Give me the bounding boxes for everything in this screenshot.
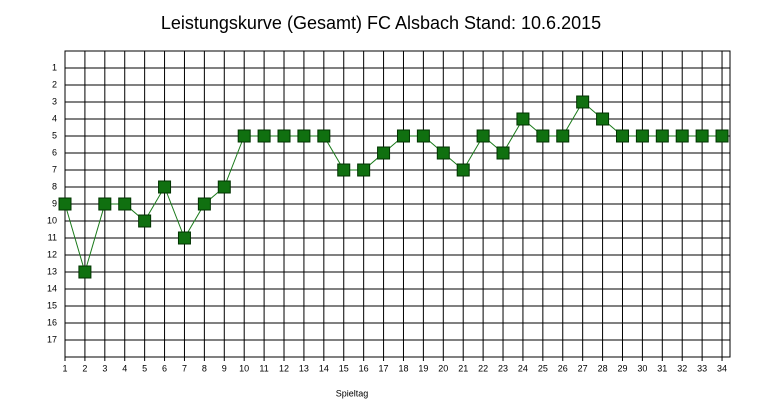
y-tick-label: 15	[47, 300, 57, 310]
x-tick-label: 11	[259, 363, 268, 373]
marker	[317, 129, 331, 143]
y-tick-label: 10	[47, 215, 57, 225]
x-tick-label: 27	[578, 363, 588, 373]
y-tick-label: 17	[47, 334, 57, 344]
marker	[377, 146, 391, 160]
y-tick-label: 4	[52, 113, 57, 123]
marker	[58, 197, 72, 211]
x-tick-label: 3	[102, 363, 107, 373]
x-tick-label: 26	[558, 363, 568, 373]
marker	[715, 129, 729, 143]
x-tick-label: 15	[339, 363, 349, 373]
x-tick-label: 16	[359, 363, 369, 373]
y-tick-label: 16	[47, 317, 57, 327]
y-tick-label: 3	[52, 96, 57, 106]
x-tick-label: 29	[617, 363, 627, 373]
chart-title: Leistungskurve (Gesamt) FC Alsbach Stand…	[161, 13, 601, 33]
x-tick-label: 1	[62, 363, 67, 373]
x-tick-label: 5	[142, 363, 147, 373]
marker	[217, 180, 231, 194]
y-tick-label: 12	[47, 249, 57, 259]
x-tick-label: 31	[657, 363, 667, 373]
x-tick-label: 25	[538, 363, 548, 373]
x-tick-label: 12	[279, 363, 289, 373]
marker	[257, 129, 271, 143]
marker	[396, 129, 410, 143]
marker	[197, 197, 211, 211]
x-tick-label: 32	[677, 363, 687, 373]
y-tick-label: 7	[52, 164, 57, 174]
marker	[695, 129, 709, 143]
x-tick-label: 13	[299, 363, 309, 373]
y-tick-label: 2	[52, 79, 57, 89]
marker	[297, 129, 311, 143]
marker	[576, 95, 590, 109]
marker	[158, 180, 172, 194]
x-axis-label: Spieltag	[336, 388, 369, 398]
x-tick-label: 14	[319, 363, 329, 373]
x-tick-label: 34	[717, 363, 727, 373]
x-tick-label: 4	[122, 363, 127, 373]
marker	[635, 129, 649, 143]
marker	[277, 129, 291, 143]
y-tick-label: 6	[52, 147, 57, 157]
marker	[596, 112, 610, 126]
marker	[138, 214, 152, 228]
marker	[536, 129, 550, 143]
marker	[337, 163, 351, 177]
y-tick-label: 11	[48, 232, 57, 242]
x-tick-label: 18	[398, 363, 408, 373]
marker	[118, 197, 132, 211]
y-tick-label: 14	[47, 283, 57, 293]
data-line	[64, 101, 723, 274]
marker	[177, 231, 191, 245]
y-tick-label: 13	[47, 266, 57, 276]
x-tick-label: 19	[418, 363, 428, 373]
x-tick-label: 7	[182, 363, 187, 373]
x-tick-label: 8	[202, 363, 207, 373]
x-tick-label: 33	[697, 363, 707, 373]
x-tick-label: 10	[239, 363, 249, 373]
marker	[556, 129, 570, 143]
marker	[416, 129, 430, 143]
marker	[615, 129, 629, 143]
x-tick-label: 20	[438, 363, 448, 373]
marker	[237, 129, 251, 143]
x-tick-label: 24	[518, 363, 528, 373]
marker	[98, 197, 112, 211]
y-tick-label: 5	[52, 130, 57, 140]
x-tick-label: 30	[637, 363, 647, 373]
x-tick-label: 9	[222, 363, 227, 373]
y-tick-label: 9	[52, 198, 57, 208]
y-tick-label: 8	[52, 181, 57, 191]
marker	[436, 146, 450, 160]
x-tick-label: 23	[498, 363, 508, 373]
marker	[476, 129, 490, 143]
x-tick-label: 21	[458, 363, 468, 373]
marker	[357, 163, 371, 177]
x-tick-label: 17	[379, 363, 389, 373]
x-tick-label: 28	[598, 363, 608, 373]
x-tick-label: 2	[82, 363, 87, 373]
marker	[496, 146, 510, 160]
x-tick-label: 6	[162, 363, 167, 373]
y-tick-label: 1	[52, 62, 57, 72]
x-tick-label: 22	[478, 363, 488, 373]
marker	[78, 265, 92, 279]
marker	[456, 163, 470, 177]
marker	[655, 129, 669, 143]
marker	[675, 129, 689, 143]
marker	[516, 112, 530, 126]
